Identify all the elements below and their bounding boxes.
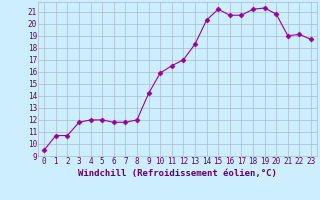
X-axis label: Windchill (Refroidissement éolien,°C): Windchill (Refroidissement éolien,°C) <box>78 169 277 178</box>
